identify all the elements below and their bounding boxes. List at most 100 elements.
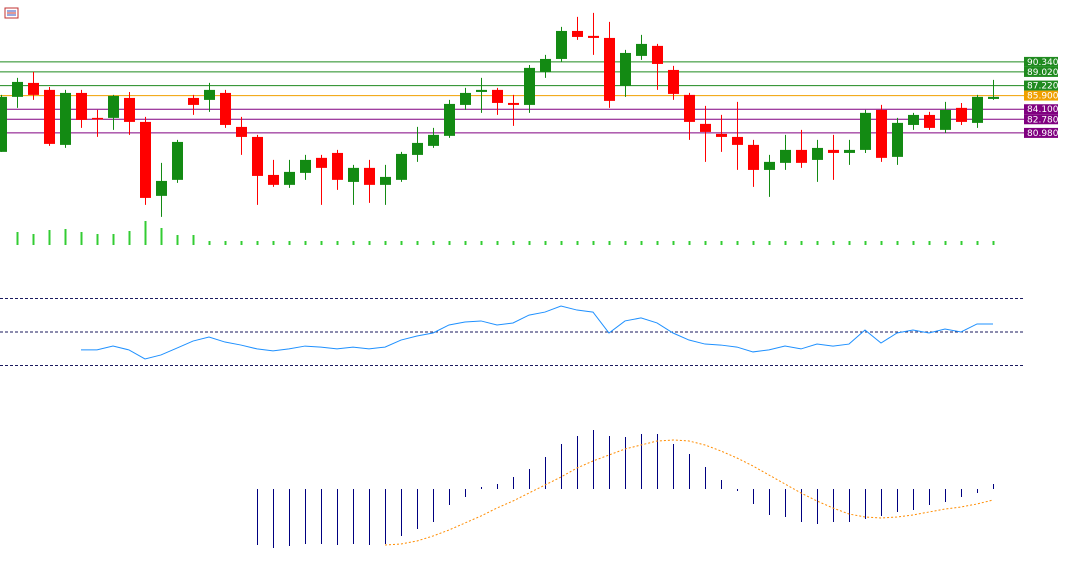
volume-bar xyxy=(256,241,259,245)
candle-body xyxy=(380,176,391,185)
candle-body xyxy=(44,89,55,144)
candle-body xyxy=(28,82,39,95)
candle-body xyxy=(124,97,135,122)
level-label-box xyxy=(1024,127,1058,138)
volume-bar xyxy=(736,241,739,245)
candle-body xyxy=(364,167,375,185)
candle-body xyxy=(60,92,71,145)
candle-body xyxy=(524,67,535,105)
volume-bar xyxy=(400,241,403,245)
volume-bar xyxy=(48,230,51,245)
volume-bar xyxy=(240,241,243,245)
candle-body xyxy=(300,159,311,173)
volume-bar xyxy=(784,241,787,245)
candle-body xyxy=(268,174,279,185)
level-label-box xyxy=(1024,56,1058,67)
candle-body xyxy=(508,102,519,105)
volume-bar xyxy=(496,241,499,245)
volume-bar xyxy=(480,241,483,245)
candle-body xyxy=(12,81,23,97)
level-label: 87.220 xyxy=(1027,82,1059,92)
volume-bar xyxy=(848,241,851,245)
volume-bar xyxy=(176,235,179,245)
candle-body xyxy=(220,92,231,125)
volume-bar xyxy=(816,241,819,245)
volume-bar xyxy=(896,241,899,245)
volume-bar xyxy=(32,234,35,245)
level-label: 85.900 xyxy=(1027,92,1059,102)
volume-bar xyxy=(352,241,355,245)
volume-bar xyxy=(672,241,675,245)
volume-bar xyxy=(112,234,115,245)
volume-bar xyxy=(640,241,643,245)
menu-icon[interactable] xyxy=(4,7,19,19)
candle-body xyxy=(764,161,775,170)
candle-body xyxy=(860,112,871,150)
level-label: 84.100 xyxy=(1027,105,1059,115)
candle-body xyxy=(572,30,583,37)
candle-body xyxy=(828,149,839,153)
volume-bar xyxy=(80,232,83,245)
candle-body xyxy=(780,149,791,163)
candle-body xyxy=(460,92,471,105)
level-label-box xyxy=(1024,104,1058,115)
candle-body xyxy=(700,123,711,132)
candle-body xyxy=(956,107,967,122)
candle-body xyxy=(924,114,935,128)
volume-bar xyxy=(96,234,99,245)
candle-body xyxy=(156,180,167,196)
candle-body xyxy=(540,58,551,72)
candle-body xyxy=(140,121,151,198)
candle-body xyxy=(620,52,631,86)
volume-bar xyxy=(800,241,803,245)
candle-body xyxy=(716,133,727,137)
level-label-box xyxy=(1024,90,1058,101)
candle-body xyxy=(748,144,759,170)
signal-line xyxy=(384,439,994,546)
level-label: 80.980 xyxy=(1027,129,1059,139)
candle-body xyxy=(940,109,951,130)
candle-body xyxy=(108,95,119,118)
volume-bar xyxy=(592,241,595,245)
candle-body xyxy=(588,35,599,38)
volume-bar xyxy=(768,241,771,245)
level-label-box xyxy=(1024,66,1058,77)
volume-bar xyxy=(976,241,979,245)
level-label: 89.020 xyxy=(1027,68,1059,78)
volume-bar xyxy=(368,241,371,245)
candle-body xyxy=(172,141,183,180)
candle-body xyxy=(636,43,647,56)
candle-body xyxy=(908,114,919,125)
candle-body xyxy=(556,30,567,59)
volume-bar xyxy=(192,235,195,245)
candle-body xyxy=(284,171,295,185)
volume-bar xyxy=(64,229,67,245)
candle-body xyxy=(316,157,327,168)
volume-bar xyxy=(544,241,547,245)
volume-bar xyxy=(720,241,723,245)
volume-bar xyxy=(912,241,915,245)
volume-bar xyxy=(272,241,275,245)
volume-bar xyxy=(224,241,227,245)
candle-body xyxy=(892,122,903,157)
candle-body xyxy=(0,96,7,152)
volume-bar xyxy=(944,241,947,245)
candle-body xyxy=(188,97,199,105)
candle-body xyxy=(684,94,695,122)
volume-bar xyxy=(560,241,563,245)
volume-bar xyxy=(688,241,691,245)
volume-bar xyxy=(304,241,307,245)
volume-bar xyxy=(512,241,515,245)
candle-body xyxy=(396,153,407,180)
candle-body xyxy=(76,92,87,120)
candle-body xyxy=(796,149,807,163)
volume-bar xyxy=(384,241,387,245)
volume-bar xyxy=(624,241,627,245)
volume-bar xyxy=(656,241,659,245)
candle-body xyxy=(332,152,343,180)
candle-body xyxy=(204,89,215,100)
volume-bar xyxy=(928,241,931,245)
volume-bar xyxy=(144,221,147,245)
